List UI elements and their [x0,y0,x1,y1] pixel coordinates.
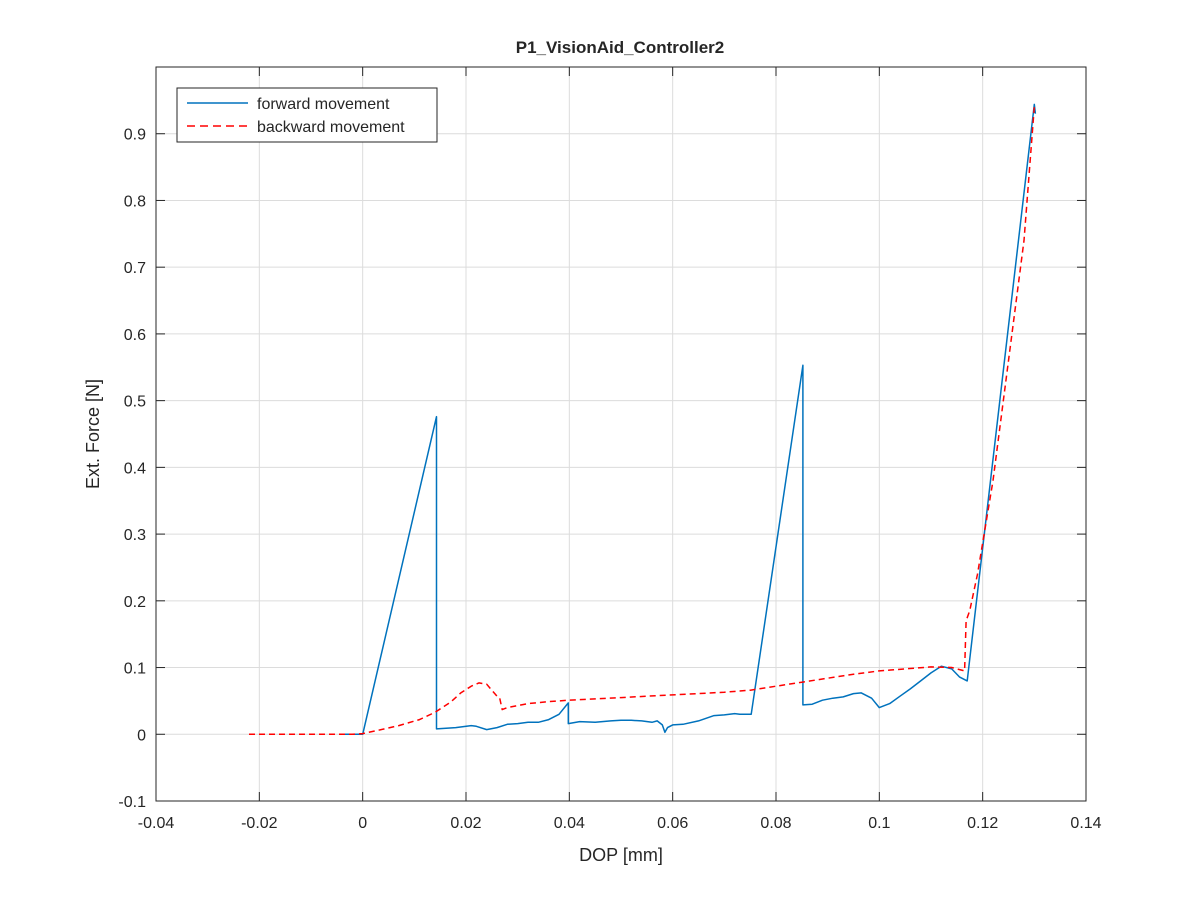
x-tick-label: -0.04 [138,815,175,832]
series-line-forward-movement [342,103,1037,736]
x-axis-label: DOP [mm] [579,845,663,865]
x-tick-label: -0.02 [241,815,278,832]
y-tick-label: 0.7 [124,260,146,277]
y-tick-label: -0.1 [118,794,146,811]
x-tick-label: 0.1 [868,815,890,832]
x-tick-label: 0.14 [1070,815,1101,832]
x-tick-label: 0 [358,815,367,832]
x-tick-label: 0.08 [760,815,791,832]
y-tick-label: 0.6 [124,327,146,344]
y-tick-label: 0.9 [124,127,146,144]
chart-title: P1_VisionAid_Controller2 [516,38,724,57]
legend: forward movement backward movement [176,87,438,143]
x-tick-label: 0.04 [554,815,585,832]
legend-box [176,87,438,143]
axes-box [155,66,1087,802]
y-tick-labels: -0.1 0 0.1 0.2 0.3 0.4 0.5 0.6 0.7 0.8 0.9 [118,127,146,811]
y-tick-label: 0.5 [124,394,146,411]
y-tick-label: 0.3 [124,527,146,544]
series-layer [249,103,1037,736]
legend-label-backward: backward movement [257,119,405,136]
y-tick-label: 0.1 [124,661,146,678]
y-tick-label: 0.2 [124,594,146,611]
x-tick-label: 0.02 [450,815,481,832]
y-tick-label: 0.8 [124,193,146,210]
y-axis-label: Ext. Force [N] [83,379,103,489]
x-tick-label: 0.12 [967,815,998,832]
ticks [155,67,1087,802]
y-tick-label: 0 [137,727,146,744]
x-tick-labels: -0.04 -0.02 0 0.02 0.04 0.06 0.08 0.1 0.12 0.14 [138,815,1102,832]
series-line-backward-movement [249,106,1036,736]
y-tick-label: 0.4 [124,460,146,477]
legend-label-forward: forward movement [257,96,390,113]
x-tick-label: 0.06 [657,815,688,832]
plot-area [156,67,1086,801]
